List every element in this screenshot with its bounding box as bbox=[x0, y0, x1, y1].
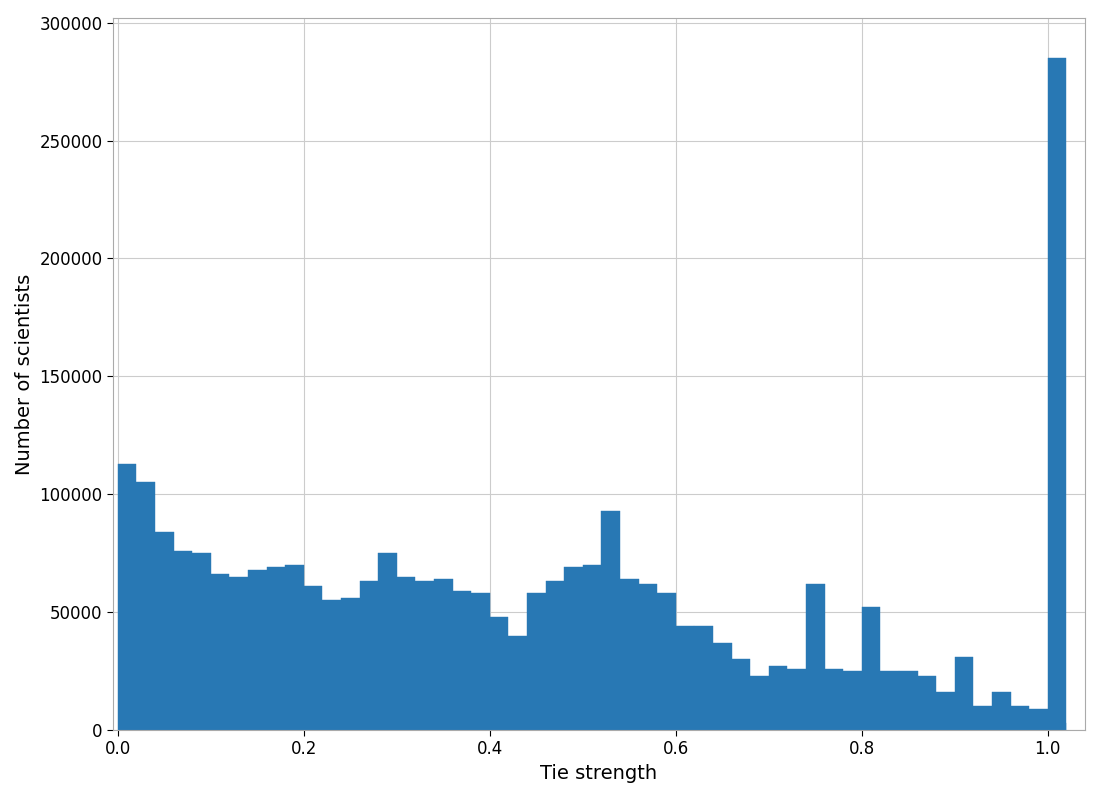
Bar bbox=[230, 577, 248, 730]
Bar bbox=[341, 598, 360, 730]
Bar bbox=[1048, 723, 1066, 730]
Bar bbox=[788, 669, 806, 730]
Bar bbox=[769, 666, 788, 730]
Bar bbox=[434, 579, 452, 730]
Bar bbox=[1048, 58, 1066, 730]
Bar bbox=[602, 511, 620, 730]
Bar bbox=[136, 483, 155, 730]
Bar bbox=[1011, 706, 1030, 730]
Bar bbox=[620, 579, 639, 730]
Bar bbox=[564, 567, 583, 730]
Bar bbox=[360, 582, 378, 730]
Bar bbox=[1030, 709, 1048, 730]
Bar bbox=[732, 659, 750, 730]
Bar bbox=[825, 669, 844, 730]
Bar bbox=[880, 671, 899, 730]
Bar bbox=[155, 532, 174, 730]
Bar bbox=[192, 553, 211, 730]
Bar bbox=[322, 600, 341, 730]
Bar bbox=[657, 593, 675, 730]
Bar bbox=[713, 642, 732, 730]
X-axis label: Tie strength: Tie strength bbox=[540, 764, 658, 783]
Bar bbox=[861, 607, 880, 730]
Bar bbox=[471, 593, 490, 730]
Y-axis label: Number of scientists: Number of scientists bbox=[15, 274, 34, 475]
Bar bbox=[285, 565, 304, 730]
Bar bbox=[416, 582, 434, 730]
Bar bbox=[675, 626, 694, 730]
Bar bbox=[508, 636, 527, 730]
Bar bbox=[397, 577, 416, 730]
Bar bbox=[936, 693, 955, 730]
Bar bbox=[583, 565, 602, 730]
Bar bbox=[266, 567, 285, 730]
Bar bbox=[974, 706, 992, 730]
Bar bbox=[304, 587, 322, 730]
Bar bbox=[992, 693, 1011, 730]
Bar bbox=[955, 657, 974, 730]
Bar bbox=[490, 617, 508, 730]
Bar bbox=[174, 551, 192, 730]
Bar bbox=[546, 582, 564, 730]
Bar bbox=[118, 464, 136, 730]
Bar bbox=[694, 626, 713, 730]
Bar bbox=[750, 676, 769, 730]
Bar bbox=[527, 593, 546, 730]
Bar bbox=[844, 671, 861, 730]
Bar bbox=[639, 584, 657, 730]
Bar bbox=[248, 570, 266, 730]
Bar bbox=[917, 676, 936, 730]
Bar bbox=[806, 584, 825, 730]
Bar bbox=[378, 553, 397, 730]
Bar bbox=[452, 591, 471, 730]
Bar bbox=[211, 575, 230, 730]
Bar bbox=[899, 671, 917, 730]
